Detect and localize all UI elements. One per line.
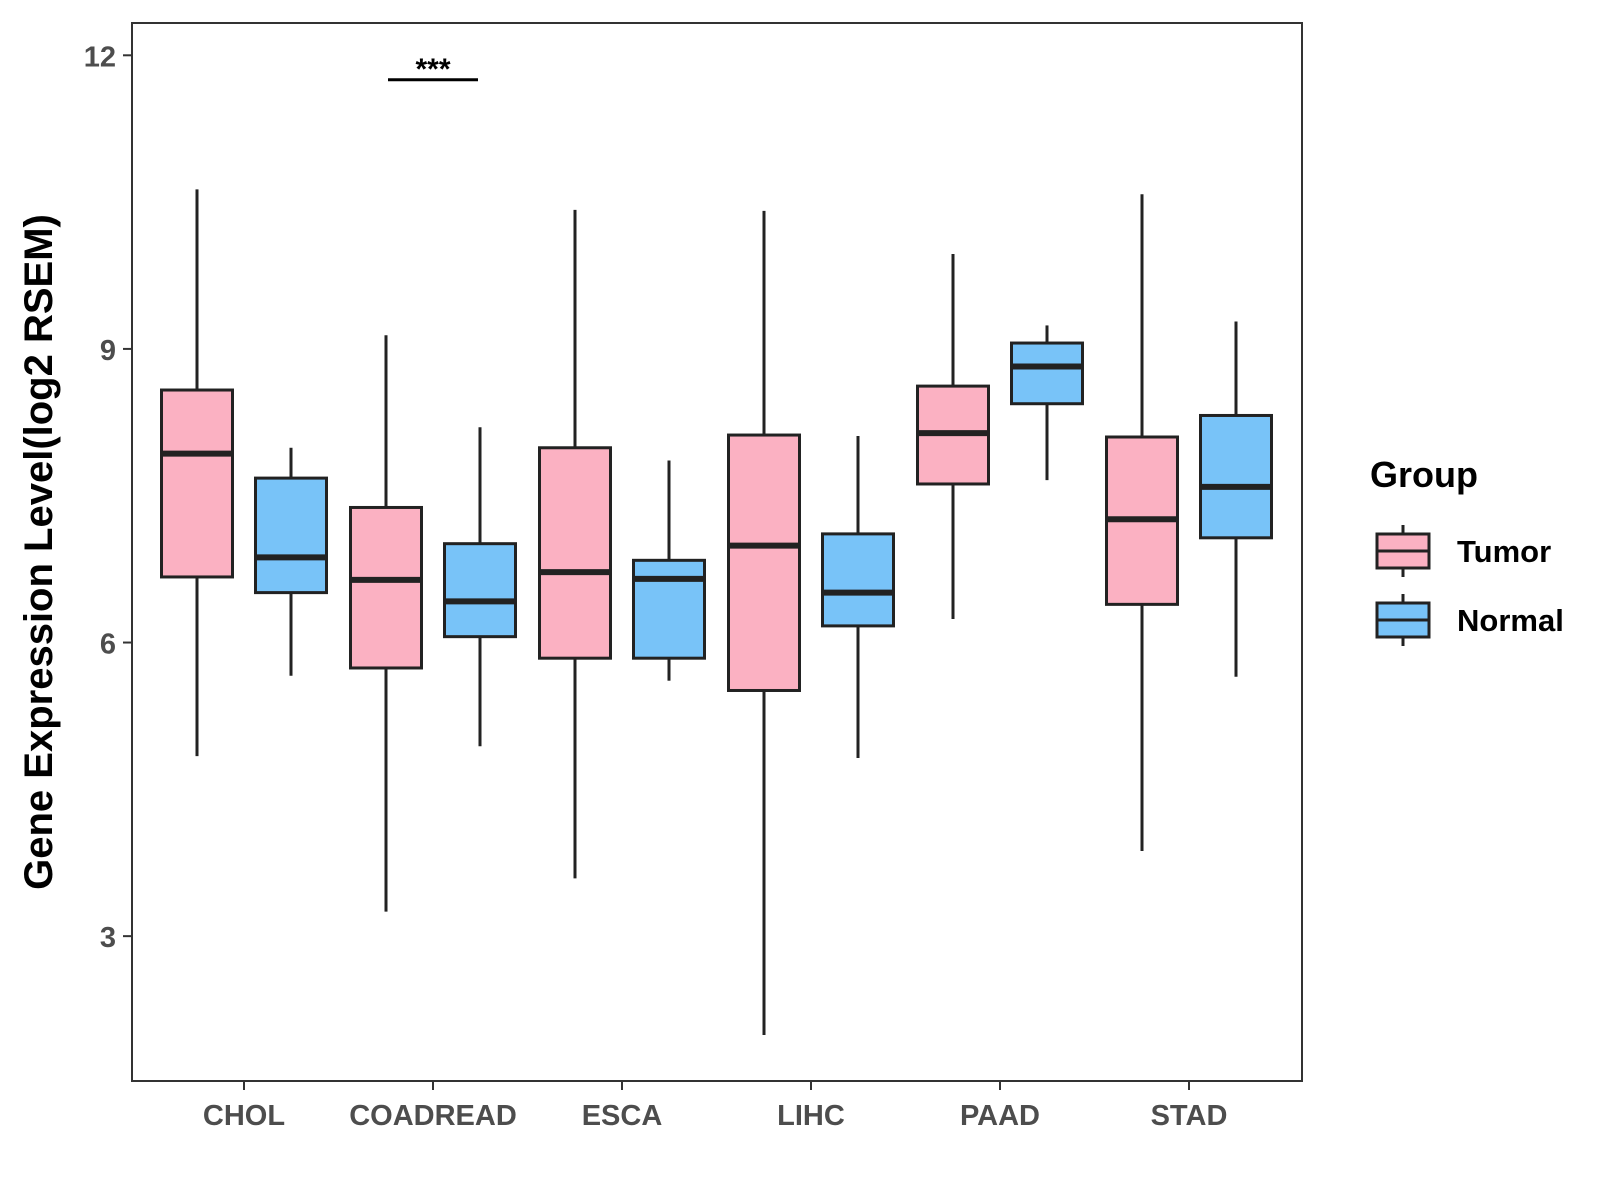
x-tick-label: PAAD xyxy=(960,1100,1040,1132)
box-normal xyxy=(443,542,517,639)
y-tick-label: 9 xyxy=(100,335,116,367)
box-normal xyxy=(821,532,895,628)
box-group xyxy=(160,189,1273,1035)
x-tick-label: STAD xyxy=(1151,1100,1228,1132)
legend: Group Tumor Normal xyxy=(1370,454,1564,646)
box-tumor xyxy=(349,505,423,670)
x-tick-label: COADREAD xyxy=(349,1100,517,1132)
box-normal xyxy=(632,558,706,660)
y-axis-title: Gene Expression Level(log2 RSEM) xyxy=(17,214,61,890)
legend-label: Tumor xyxy=(1457,534,1551,569)
y-axis: 3 6 9 12 xyxy=(84,41,132,954)
box-normal xyxy=(254,476,328,595)
x-tick-label: LIHC xyxy=(777,1100,845,1132)
annotation-group: *** xyxy=(388,53,478,86)
box-normal xyxy=(1199,413,1273,540)
x-tick-label: ESCA xyxy=(582,1100,663,1132)
box-tumor xyxy=(160,388,234,579)
box-normal xyxy=(1010,341,1084,406)
box-tumor xyxy=(538,446,612,660)
y-tick-label: 3 xyxy=(100,922,116,954)
y-tick-label: 12 xyxy=(84,41,116,73)
x-axis: CHOL COADREAD ESCA LIHC PAAD STAD xyxy=(203,1081,1227,1132)
significance-label: *** xyxy=(415,53,450,86)
panel-border xyxy=(131,22,1303,1082)
y-tick-label: 6 xyxy=(100,629,116,661)
legend-title: Group xyxy=(1370,454,1478,495)
x-tick-label: CHOL xyxy=(203,1100,285,1132)
legend-label: Normal xyxy=(1457,603,1564,638)
box-tumor xyxy=(727,433,801,692)
